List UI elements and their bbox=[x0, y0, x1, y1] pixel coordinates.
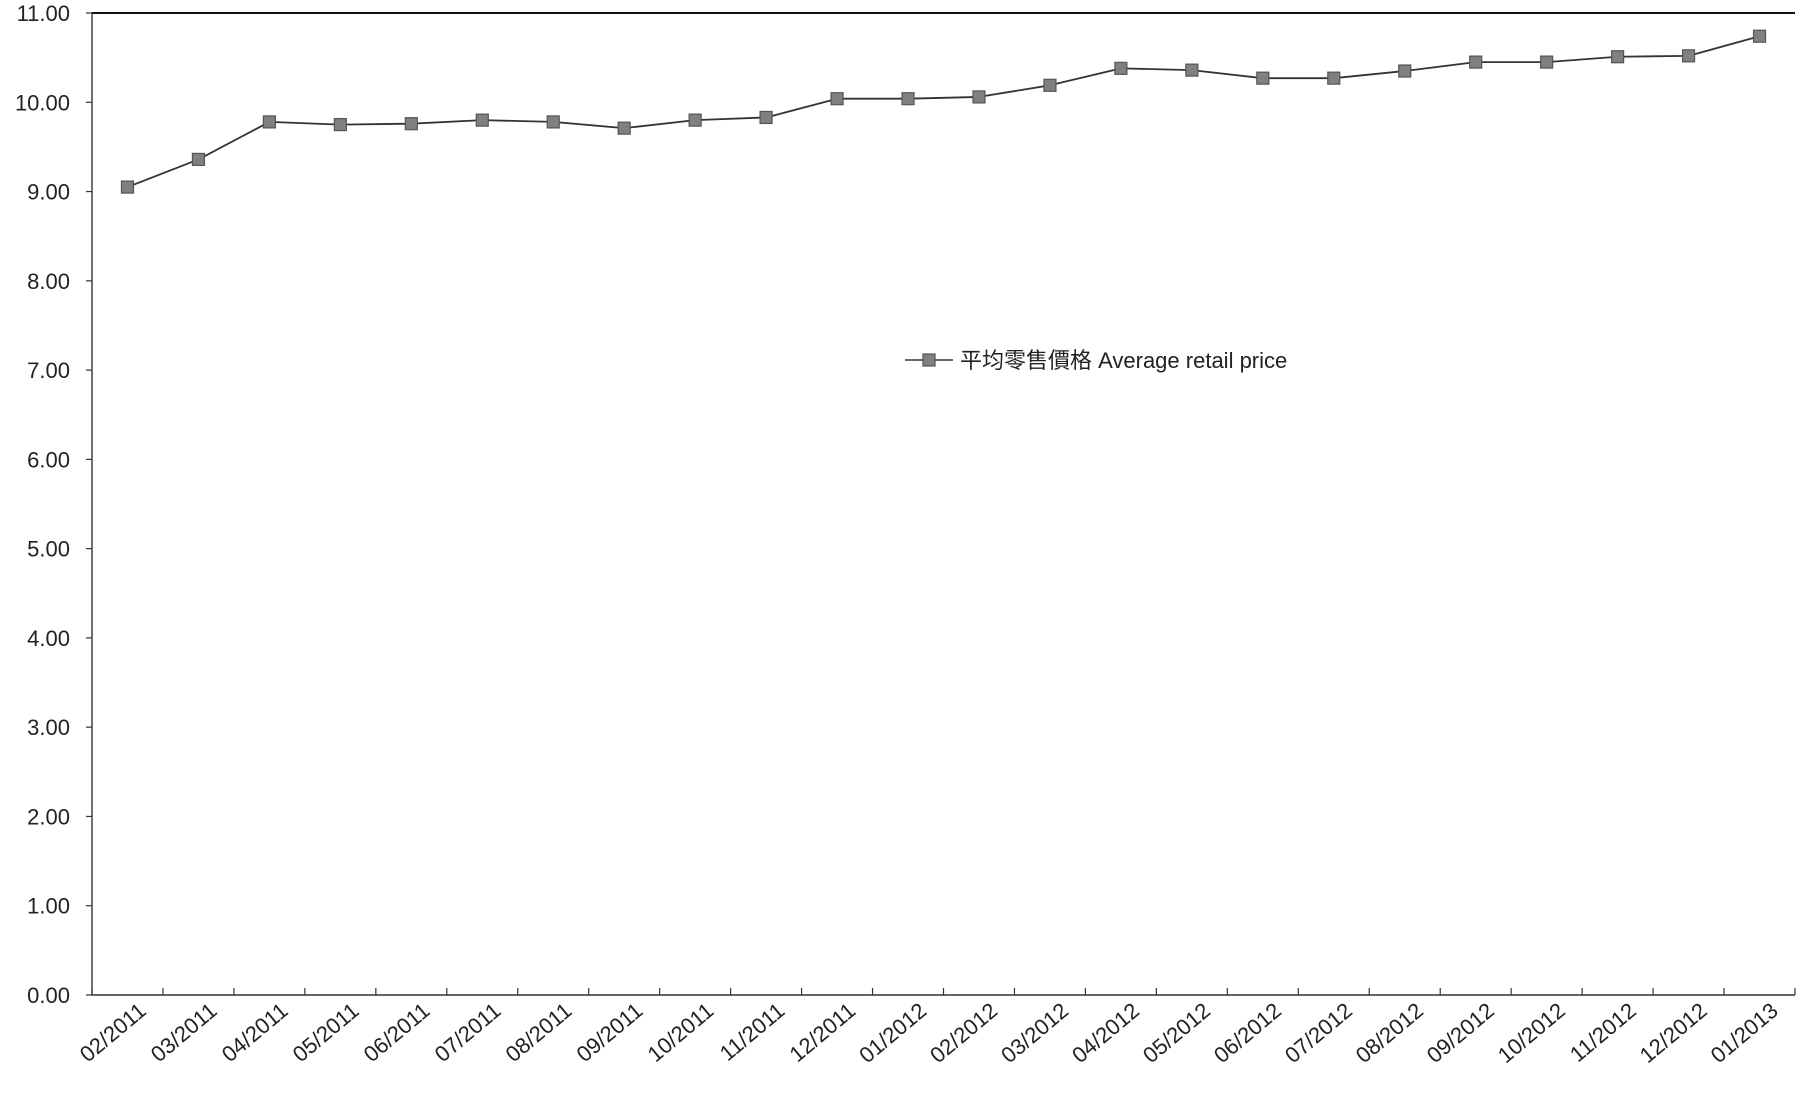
y-tick-label: 8.00 bbox=[27, 269, 70, 294]
y-tick-label: 1.00 bbox=[27, 894, 70, 919]
data-point-marker bbox=[1540, 55, 1554, 69]
data-point-marker bbox=[262, 115, 276, 129]
data-point-marker bbox=[404, 117, 418, 131]
data-point-marker bbox=[475, 113, 489, 127]
y-tick-label: 11.00 bbox=[17, 1, 70, 26]
y-tick-label: 9.00 bbox=[27, 180, 70, 205]
y-tick-label: 6.00 bbox=[27, 447, 70, 472]
data-point-marker bbox=[617, 121, 631, 135]
data-point-marker bbox=[546, 115, 560, 129]
data-point-marker bbox=[972, 90, 986, 104]
data-point-marker bbox=[1681, 49, 1696, 63]
data-point-marker bbox=[759, 110, 773, 125]
data-point-marker bbox=[120, 180, 135, 194]
y-tick-label: 5.00 bbox=[27, 537, 70, 562]
data-point-marker bbox=[1185, 63, 1199, 77]
data-point-marker bbox=[1469, 55, 1483, 69]
data-point-marker bbox=[1114, 61, 1128, 75]
data-point-marker bbox=[688, 113, 702, 127]
data-point-marker bbox=[1043, 78, 1057, 92]
legend-label: 平均零售價格 Average retail price bbox=[960, 348, 1287, 373]
data-point-marker bbox=[1256, 71, 1270, 85]
data-point-marker bbox=[1752, 29, 1767, 43]
data-point-marker bbox=[1398, 64, 1412, 78]
y-tick-label: 10.00 bbox=[15, 90, 70, 115]
y-tick-label: 4.00 bbox=[27, 626, 70, 651]
y-tick-label: 0.00 bbox=[27, 983, 70, 1008]
data-point-marker bbox=[901, 92, 915, 106]
series-average-retail-price bbox=[120, 29, 1767, 194]
y-tick-label: 2.00 bbox=[27, 804, 70, 829]
data-point-marker bbox=[1611, 50, 1625, 64]
y-axis-ticks: 0.00 1.00 2.00 3.00 4.00 5.00 6.00 7.00 8.00 9.00… bbox=[15, 1, 92, 1008]
data-point-marker bbox=[333, 117, 347, 132]
legend-marker-swatch bbox=[922, 353, 936, 367]
legend: 平均零售價格 Average retail price bbox=[905, 348, 1287, 373]
y-tick-label: 7.00 bbox=[27, 358, 70, 383]
data-point-marker bbox=[830, 92, 844, 106]
data-point-marker bbox=[191, 152, 206, 167]
series-line bbox=[127, 35, 1760, 188]
data-point-marker bbox=[1327, 71, 1341, 85]
y-tick-label: 3.00 bbox=[27, 715, 70, 740]
